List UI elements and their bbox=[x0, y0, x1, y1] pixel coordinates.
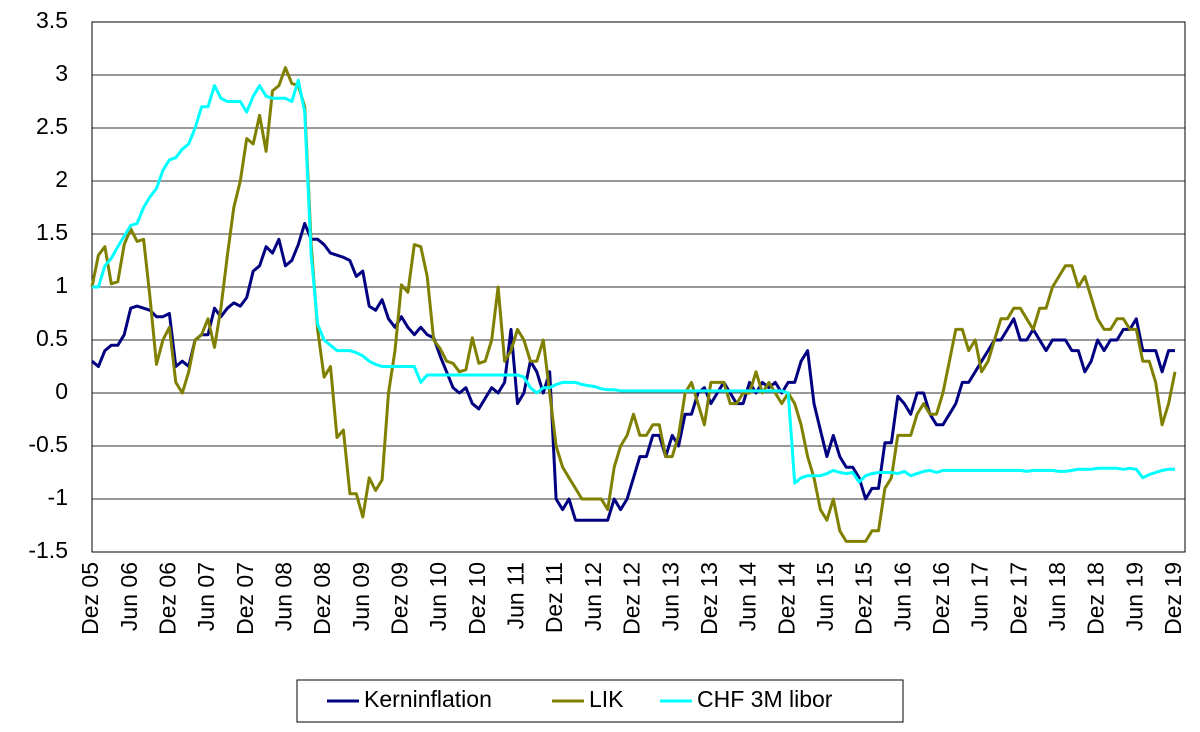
x-tick-label: Jun 19 bbox=[1121, 562, 1147, 631]
x-tick-label: Dez 06 bbox=[154, 562, 180, 635]
legend-label: LIK bbox=[589, 686, 624, 712]
x-tick-label: Jun 07 bbox=[193, 562, 219, 631]
x-tick-label: Jun 10 bbox=[425, 562, 451, 631]
x-tick-label: Dez 15 bbox=[851, 562, 877, 635]
series-line bbox=[91, 221, 1175, 522]
y-tick-label: 1.5 bbox=[36, 219, 68, 245]
x-tick-label: Dez 10 bbox=[464, 562, 490, 635]
y-tick-label: 2.5 bbox=[36, 113, 68, 139]
x-tick-label: Jun 06 bbox=[116, 562, 142, 631]
y-tick-label: 0.5 bbox=[36, 325, 68, 351]
series-line bbox=[90, 66, 1177, 543]
y-tick-label: 3 bbox=[55, 60, 68, 86]
x-tick-label: Dez 12 bbox=[619, 562, 645, 635]
x-tick-label: Jun 09 bbox=[348, 562, 374, 631]
y-tick-label: 1 bbox=[55, 272, 68, 298]
x-tick-label: Jun 14 bbox=[735, 562, 761, 631]
x-tick-label: Dez 05 bbox=[77, 562, 103, 635]
x-tick-label: Jun 12 bbox=[580, 562, 606, 631]
legend-label: CHF 3M libor bbox=[697, 686, 833, 712]
x-tick-label: Dez 07 bbox=[232, 562, 258, 635]
x-tick-label: Dez 14 bbox=[773, 562, 799, 635]
x-tick-label: Jun 15 bbox=[812, 562, 838, 631]
x-tick-label: Jun 16 bbox=[889, 562, 915, 631]
x-tick-label: Jun 17 bbox=[967, 562, 993, 631]
x-tick-label: Jun 18 bbox=[1044, 562, 1070, 631]
y-tick-label: -0.5 bbox=[28, 431, 68, 457]
x-tick-label: Dez 18 bbox=[1083, 562, 1109, 635]
x-tick-label: Dez 09 bbox=[387, 562, 413, 635]
y-tick-label: 2 bbox=[55, 166, 68, 192]
x-tick-label: Jun 13 bbox=[657, 562, 683, 631]
x-tick-label: Dez 13 bbox=[696, 562, 722, 635]
y-tick-label: 3.5 bbox=[36, 7, 68, 33]
x-tick-label: Jun 08 bbox=[270, 562, 296, 631]
y-tick-label: 0 bbox=[55, 378, 68, 404]
legend-box bbox=[296, 679, 904, 723]
x-tick-label: Dez 11 bbox=[541, 562, 567, 633]
y-tick-label: -1 bbox=[48, 484, 68, 510]
x-tick-label: Jun 11 bbox=[503, 562, 529, 629]
y-tick-label: -1.5 bbox=[28, 537, 68, 563]
x-tick-label: Dez 16 bbox=[928, 562, 954, 635]
x-tick-label: Dez 19 bbox=[1160, 562, 1186, 635]
series-line bbox=[92, 78, 1175, 485]
x-tick-label: Dez 17 bbox=[1005, 562, 1031, 635]
legend-label: Kerninflation bbox=[364, 686, 492, 712]
x-tick-label: Dez 08 bbox=[309, 562, 335, 635]
